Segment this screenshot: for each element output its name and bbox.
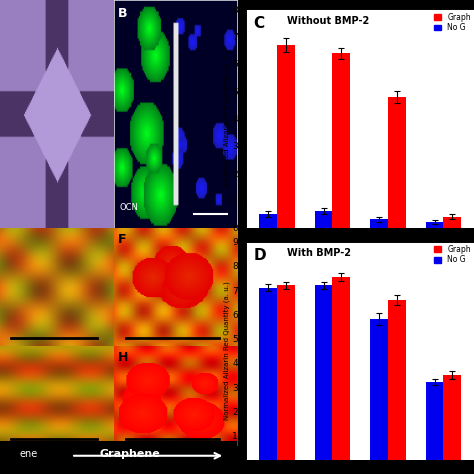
Bar [277,45,295,228]
Legend: Graph, No G: Graph, No G [433,11,473,34]
Text: Without BMP-2: Without BMP-2 [287,16,370,26]
Bar [332,53,350,228]
Text: D: D [253,248,266,263]
Text: Graphene: Graphene [100,449,161,459]
Bar [444,375,461,460]
Bar [315,211,332,228]
Bar [388,97,406,228]
Text: H: H [118,351,128,364]
Bar [332,277,350,460]
Bar [259,288,277,460]
Bar [444,217,461,228]
Text: With BMP-2: With BMP-2 [287,248,351,258]
Text: OCN: OCN [120,202,139,211]
Bar [370,319,388,460]
Legend: Graph, No G: Graph, No G [433,243,473,266]
Bar [370,219,388,228]
Bar [426,382,444,460]
Bar [426,222,444,228]
Y-axis label: Normalized Alizarin Red Quantity (a. u.): Normalized Alizarin Red Quantity (a. u.) [223,49,229,188]
Bar [315,285,332,460]
Bar [259,214,277,228]
Bar [277,285,295,460]
Text: F: F [118,234,126,246]
Y-axis label: Normalized Alizarin Red Quantity (a. u.): Normalized Alizarin Red Quantity (a. u.) [223,282,229,420]
Text: C: C [253,16,264,31]
Bar [388,300,406,460]
Text: ene: ene [19,449,37,459]
Text: B: B [118,7,127,20]
